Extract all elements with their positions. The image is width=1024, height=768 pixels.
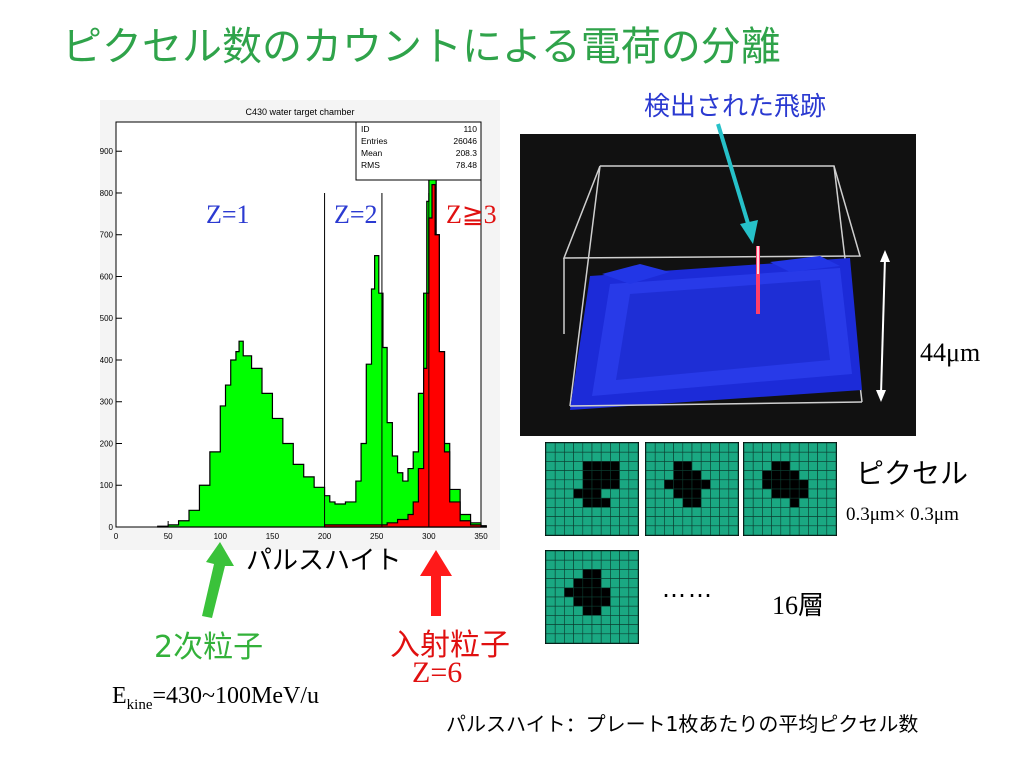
x-tick-label: 50 [164,532,173,541]
x-tick-label: 350 [474,532,488,541]
y-tick-label: 300 [100,398,114,407]
pixel-grid-1 [645,442,739,536]
stats-box: ID 110 Entries 26046 Mean 208.3 RMS 78.48 [355,121,482,181]
x-tick-label: 300 [422,532,436,541]
stats-value: 208.3 [456,148,478,158]
z2-label: Z=2 [334,200,378,229]
energy-subscript: kine [126,696,153,713]
pixel-hit-plane [570,256,862,410]
stats-value: 110 [463,124,477,134]
stats-label: Mean [361,148,383,158]
layers-label: 16層 [772,591,825,620]
y-tick-label: 800 [100,189,114,198]
y-tick-label: 900 [100,147,114,156]
x-tick-label: 250 [370,532,384,541]
x-tick-label: 150 [266,532,280,541]
histogram-series-1 [323,184,487,528]
thickness-label: 44μm [920,338,981,367]
red-up-arrow-icon [420,550,452,616]
pixel-size-label: 0.3μm× 0.3μm [846,504,959,525]
y-tick-label: 200 [100,439,114,448]
z3-label: Z≧3 [446,200,497,229]
track-pointer-arrow-icon [716,123,758,244]
pulse-height-histogram: C430 water target chamber 0 50 100 150 200 25… [100,100,500,550]
green-up-arrow-icon [202,542,234,618]
secondary-particle-label: 2次粒子 [154,622,263,666]
y-tick-label: 500 [100,314,114,323]
pixel-label: ピクセル [856,457,969,490]
detector-3d-image [520,134,916,436]
secondary-particle-text: 2次粒子 [154,630,264,665]
slide-title: ピクセル数のカウントによる電荷の分離 [62,24,781,70]
y-tick-label: 600 [100,272,114,281]
x-tick-label: 200 [318,532,332,541]
z1-label: Z=1 [206,200,250,229]
y-tick-label: 700 [100,231,114,240]
detected-track-label: 検出された飛跡 [644,92,827,122]
energy-prefix: E [112,683,127,709]
energy-value: =430~100MeV/u [152,683,320,709]
pixel-grid-0 [545,442,639,536]
stats-label: RMS [361,160,380,170]
x-tick-label: 0 [114,532,119,541]
ellipsis: …… [662,575,714,603]
footnote: パルスハイト：プレート1枚あたりの平均ピクセル数 [446,712,919,736]
incident-z-label: Z=6 [412,656,463,689]
incident-particle-label: 入射粒子 [390,628,510,663]
chart-title: C430 water target chamber [245,107,354,117]
pulse-height-label: パルスハイト [246,546,402,576]
stats-label: Entries [361,136,387,146]
y-tick-label: 100 [100,481,114,490]
y-tick-label: 400 [100,356,114,365]
y-tick-label: 0 [109,523,114,532]
pixel-grid-2 [743,442,837,536]
stats-value: 78.48 [456,160,478,170]
thickness-double-arrow-icon [876,250,890,402]
stats-value: 26046 [453,136,477,146]
x-tick-label: 100 [214,532,228,541]
energy-label: Ekine=430~100MeV/u [112,683,319,714]
pixel-grid-3 [545,550,639,644]
stats-label: ID [361,124,370,134]
